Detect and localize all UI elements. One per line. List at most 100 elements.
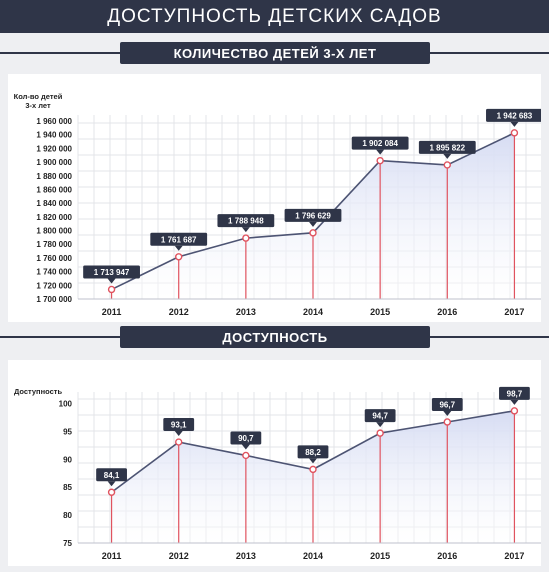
x-tick-label: 2014 (303, 551, 323, 561)
data-label-pointer (107, 278, 116, 284)
section-title-children: КОЛИЧЕСТВО ДЕТЕЙ 3-Х ЛЕТ (120, 42, 430, 64)
data-point (443, 418, 451, 426)
section-divider-left-2 (0, 336, 120, 338)
y-tick-label: 1 840 000 (36, 199, 72, 208)
data-point (376, 156, 384, 165)
section-divider-right (430, 52, 549, 54)
availability-chart: Доступность 75 80 85 90 95 100 84,1 93,1 90,7 88,2… (14, 386, 548, 561)
y-tick-label: 1 740 000 (36, 268, 72, 277)
data-label-box (150, 232, 208, 246)
data-label: 1 902 084 (362, 139, 398, 148)
chart-panel-children: Кол-во детей 3-х лет 1 700 000 1 720 000 1 7… (8, 74, 548, 322)
y-tick-label: 90 (63, 455, 72, 464)
data-label-pointer (443, 153, 452, 159)
data-label-box (96, 468, 127, 482)
y-tick-label: 1 720 000 (36, 281, 72, 290)
y-tick-label: 80 (63, 511, 72, 520)
y-tick-label: 1 880 000 (36, 172, 72, 181)
data-label-pointer (376, 422, 385, 428)
x-tick-label: 2016 (437, 307, 457, 317)
data-point (443, 161, 451, 169)
data-label-box (486, 108, 543, 122)
chart-panel-availability: Доступность 75 80 85 90 95 100 84,1 93,1 90,7 88,2… (8, 360, 548, 566)
x-tick-label: 2016 (437, 551, 457, 561)
y-tick-label: 95 (63, 427, 72, 436)
data-label-box (431, 397, 463, 411)
data-label: 1 788 948 (228, 217, 264, 226)
page-title-bar: ДОСТУПНОСТЬ ДЕТСКИХ САДОВ (0, 0, 549, 33)
data-label: 90,7 (238, 434, 254, 443)
data-label-pointer (309, 221, 317, 227)
data-label-box (297, 445, 329, 459)
y-tick-label: 1 820 000 (36, 213, 72, 222)
data-label: 93,1 (171, 421, 187, 430)
section-title-children-text: КОЛИЧЕСТВО ДЕТЕЙ 3-Х ЛЕТ (173, 45, 377, 61)
y-tick-label: 1 940 000 (36, 131, 72, 140)
data-label-box (284, 208, 342, 222)
x-tick-label: 2013 (236, 551, 256, 561)
x-tick-label: 2017 (504, 307, 524, 317)
data-point (510, 407, 519, 415)
data-label: 1 942 683 (497, 111, 533, 120)
data-point (107, 488, 116, 496)
y-tick-label: 1 860 000 (36, 185, 72, 194)
data-label-pointer (241, 227, 250, 233)
data-label: 1 713 947 (94, 268, 130, 277)
y-tick-label: 1 960 000 (36, 117, 72, 126)
data-label: 1 796 629 (295, 211, 331, 220)
y-axis-label: Кол-во детей 3-х лет (14, 92, 63, 110)
data-label-pointer (309, 458, 317, 464)
data-label-box (351, 136, 409, 150)
data-point (242, 451, 250, 460)
y-tick-label: 1 900 000 (36, 158, 72, 167)
data-label-pointer (174, 245, 183, 251)
data-label-pointer (241, 444, 250, 450)
data-point (309, 465, 317, 474)
data-point (376, 429, 384, 437)
area-fill (111, 132, 515, 299)
y-tick-label: 1 780 000 (36, 240, 72, 249)
children-count-chart: Кол-во детей 3-х лет 1 700 000 1 720 000 1 7… (14, 92, 548, 317)
data-point (242, 234, 250, 242)
data-label: 1 895 822 (429, 143, 465, 152)
section-divider-right-2 (430, 336, 549, 338)
page-title: ДОСТУПНОСТЬ ДЕТСКИХ САДОВ (107, 5, 442, 27)
data-label-box (163, 418, 195, 432)
data-label-box (418, 140, 476, 154)
x-tick-label: 2014 (303, 307, 323, 317)
data-label: 96,7 (439, 400, 455, 409)
data-label: 88,2 (305, 448, 321, 457)
y-tick-label: 1 700 000 (36, 295, 72, 304)
y-tick-label: 85 (63, 483, 72, 492)
y-axis-label: Доступность (14, 387, 63, 396)
data-label-box (83, 265, 140, 279)
y-tick-label: 1 800 000 (36, 227, 72, 236)
data-label: 98,7 (507, 389, 523, 398)
data-point (309, 229, 317, 237)
data-label-pointer (510, 399, 519, 405)
data-label: 84,1 (104, 471, 120, 480)
data-point (175, 438, 183, 446)
data-label-box (364, 409, 396, 423)
x-tick-label: 2011 (102, 307, 122, 317)
x-tick-label: 2011 (102, 551, 122, 561)
data-label-pointer (107, 481, 116, 487)
data-label-pointer (443, 410, 452, 416)
x-tick-label: 2012 (169, 307, 189, 317)
x-tick-label: 2015 (370, 551, 390, 561)
data-label-pointer (510, 121, 519, 127)
data-point (107, 285, 116, 294)
x-tick-label: 2015 (370, 307, 390, 317)
data-label-box (230, 431, 262, 445)
x-tick-label: 2017 (504, 551, 524, 561)
data-point (510, 129, 519, 137)
section-title-availability-text: ДОСТУПНОСТЬ (222, 329, 328, 345)
data-label: 1 761 687 (161, 235, 197, 244)
data-label: 94,7 (372, 412, 388, 421)
y-tick-label: 1 920 000 (36, 144, 72, 153)
data-label-pointer (174, 431, 183, 437)
data-label-box (499, 386, 530, 400)
x-tick-label: 2012 (169, 551, 189, 561)
y-tick-label: 75 (63, 539, 72, 548)
section-title-availability: ДОСТУПНОСТЬ (120, 326, 430, 348)
